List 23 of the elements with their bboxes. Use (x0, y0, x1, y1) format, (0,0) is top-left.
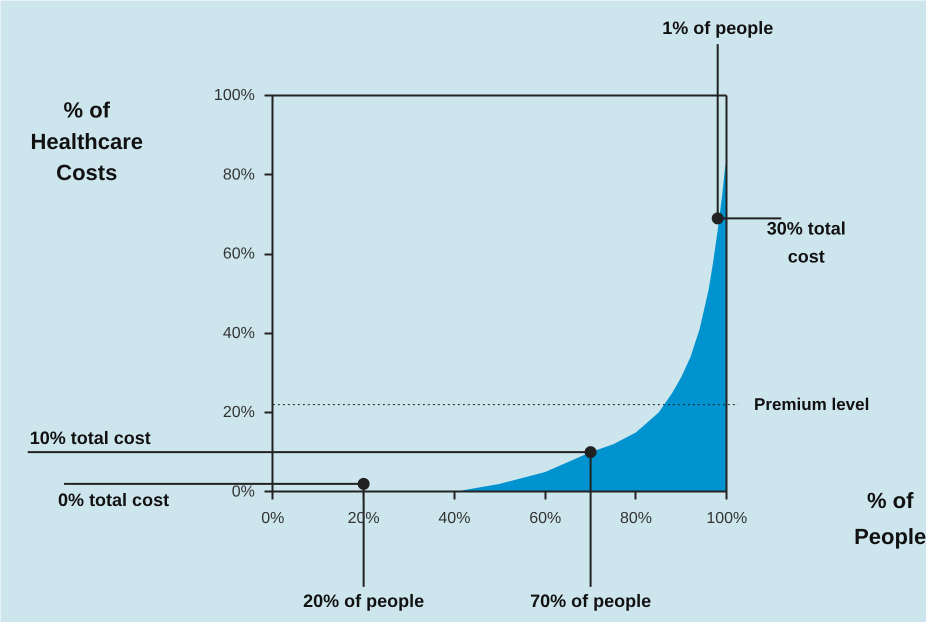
annotation: 30% total cost (766, 218, 846, 266)
annotation: 1% of people (662, 18, 774, 38)
annotation: 70% of people (530, 590, 652, 611)
point (358, 478, 370, 490)
point (712, 212, 724, 224)
y-tick-label: 0% (232, 483, 255, 500)
x-axis-title: % of People (854, 488, 926, 550)
y-tick-label: 80% (222, 166, 255, 184)
point (584, 446, 597, 458)
y-tick-label: 20% (222, 404, 255, 422)
x-tick-label: 60% (529, 510, 562, 527)
x-tick-label: 80% (620, 510, 652, 527)
annotation: 10% total cost (30, 428, 151, 448)
x-tick-label: 40% (438, 510, 470, 527)
y-tick-label: 60% (222, 246, 255, 263)
annotation: 20% of people (303, 590, 424, 611)
y-tick-label: 100% (214, 87, 255, 104)
y-axis-title: % of Healthcare Costs (30, 98, 144, 186)
y-tick-label: 40% (222, 324, 255, 342)
ref-line-label: Premium level (754, 395, 870, 414)
x-tick-label: 0% (261, 510, 284, 527)
annotation: 0% total cost (58, 490, 170, 510)
x-tick-label: 100% (706, 510, 748, 527)
